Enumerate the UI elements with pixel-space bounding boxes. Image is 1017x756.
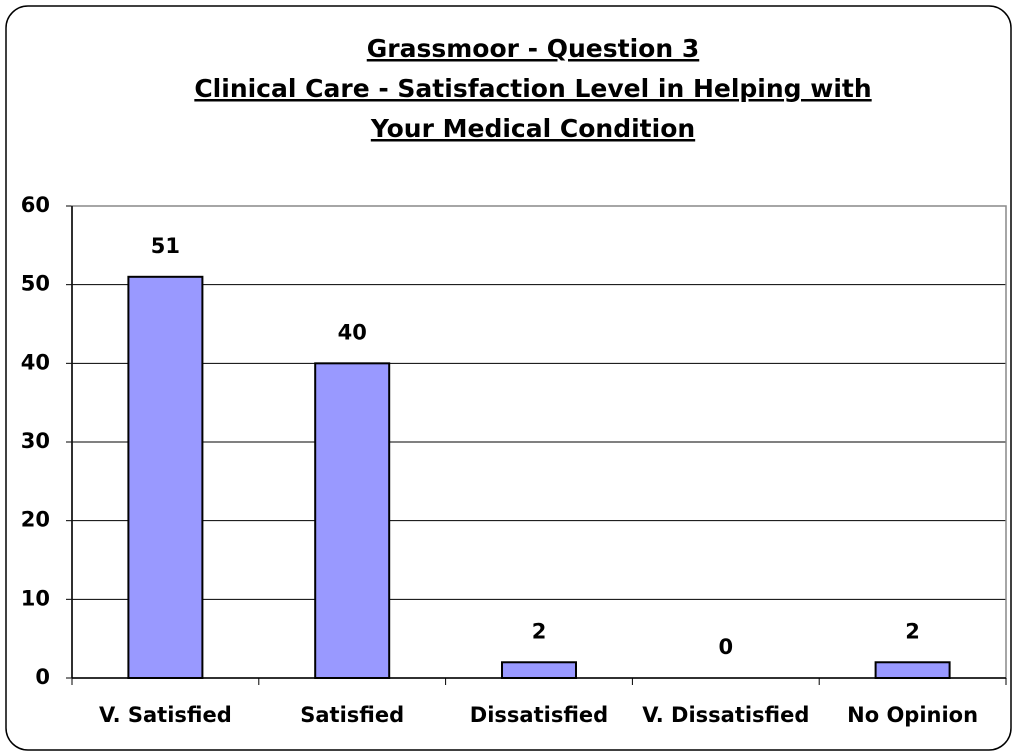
y-tick-label: 20 bbox=[21, 508, 50, 532]
y-tick-label: 40 bbox=[21, 350, 50, 374]
bar bbox=[874, 661, 951, 679]
value-label: 0 bbox=[718, 635, 733, 659]
x-tick-label: V. Dissatisfied bbox=[642, 703, 809, 727]
y-tick-label: 10 bbox=[21, 586, 50, 610]
y-tick-label: 0 bbox=[35, 665, 50, 689]
chart-frame bbox=[5, 5, 1012, 751]
x-tick-label: No Opinion bbox=[847, 703, 978, 727]
y-tick-label: 60 bbox=[21, 193, 50, 217]
chart-title: Your Medical Condition bbox=[370, 114, 695, 143]
bar bbox=[501, 661, 577, 679]
value-label: 40 bbox=[338, 320, 367, 344]
bar bbox=[314, 362, 391, 679]
y-tick-label: 30 bbox=[21, 429, 50, 453]
bar bbox=[127, 275, 204, 679]
x-tick-label: Dissatisfied bbox=[470, 703, 608, 727]
y-tick-label: 50 bbox=[21, 272, 50, 296]
value-label: 2 bbox=[532, 619, 547, 643]
value-label: 2 bbox=[905, 619, 920, 643]
x-tick-label: V. Satisfied bbox=[99, 703, 232, 727]
chart-title: Clinical Care - Satisfaction Level in He… bbox=[194, 74, 871, 103]
value-label: 51 bbox=[151, 234, 180, 258]
x-tick-label: Satisfied bbox=[300, 703, 404, 727]
chart-title: Grassmoor - Question 3 bbox=[367, 34, 699, 63]
